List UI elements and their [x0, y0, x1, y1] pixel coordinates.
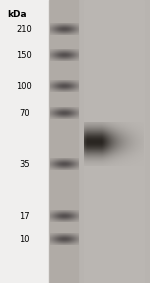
- Bar: [49, 0, 150, 283]
- Text: 100: 100: [16, 82, 32, 91]
- Text: 10: 10: [19, 235, 30, 244]
- Text: 210: 210: [16, 25, 32, 34]
- Bar: [50, 0, 78, 283]
- Text: 17: 17: [19, 212, 30, 221]
- Text: kDa: kDa: [8, 10, 27, 19]
- Text: 35: 35: [19, 160, 30, 169]
- Text: 150: 150: [16, 51, 32, 60]
- Text: 70: 70: [19, 109, 30, 118]
- Bar: [84, 0, 144, 283]
